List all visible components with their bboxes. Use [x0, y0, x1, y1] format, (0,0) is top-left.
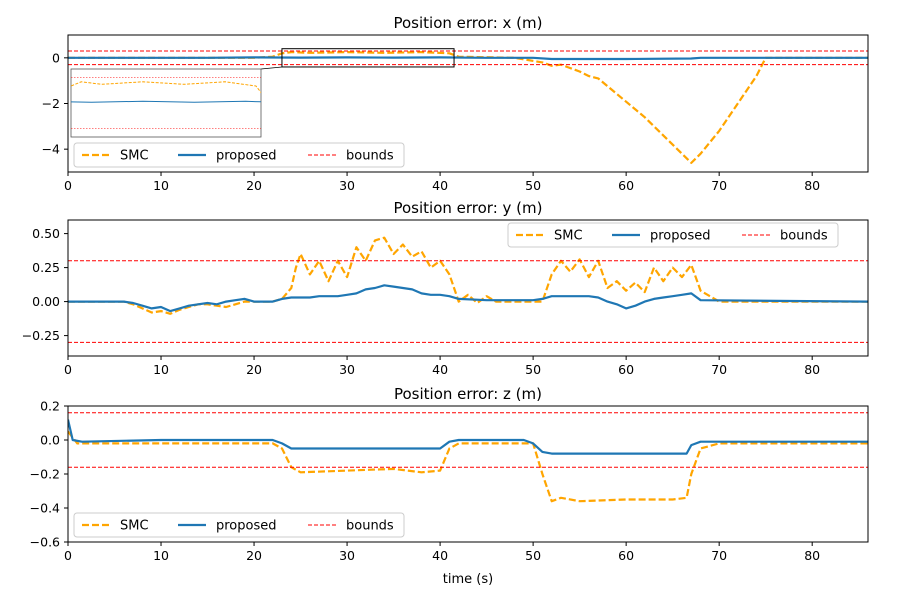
x-tick-label: 40 [432, 548, 448, 563]
zoom-connector-line [260, 66, 282, 70]
panel-z: Position error: z (m) 0 10 20 30 40 50 60 70 80 0.… [30, 385, 869, 563]
legend-label-proposed: proposed [216, 149, 277, 164]
axes-frame-x [67, 34, 869, 173]
panel-x: Position error: x (m) 0 10 20 30 40 50 60 70 80 0 −… [42, 14, 869, 193]
x-tick-label: 50 [525, 178, 541, 193]
x-tick-label: 30 [339, 548, 355, 563]
y-tick-label: −4 [42, 142, 60, 157]
legend-y: SMC proposed bounds [507, 222, 839, 248]
x-tick-label: 40 [432, 178, 448, 193]
axes-frame-y [67, 219, 869, 357]
series-proposed-line-y [68, 284, 868, 313]
x-tick-label: 70 [711, 178, 727, 193]
x-tick-label: 60 [618, 548, 634, 563]
chart-title-z: Position error: z (m) [394, 385, 542, 403]
series-smc-line-z [68, 430, 868, 503]
axes-frame-z [67, 405, 869, 543]
series-proposed-line-z [68, 419, 868, 455]
x-tick-label: 70 [711, 548, 727, 563]
legend-box [73, 142, 405, 168]
legend-label-smc: SMC [120, 519, 149, 534]
y-tick-label: −0.25 [22, 328, 60, 343]
y-tick-label: 0.25 [32, 260, 60, 275]
x-tick-label: 50 [525, 362, 541, 377]
x-tick-label: 40 [432, 362, 448, 377]
legend-label-smc: SMC [554, 229, 583, 244]
x-tick-label: 80 [804, 548, 820, 563]
x-tick-label: 20 [246, 178, 262, 193]
legend-label-smc: SMC [120, 149, 149, 164]
x-tick-label: 60 [618, 178, 634, 193]
plot-area-y [68, 236, 868, 343]
zoom-region-box [281, 48, 455, 68]
x-tick-label: 80 [804, 362, 820, 377]
x-tick-label: 30 [339, 178, 355, 193]
x-tick-label: 60 [618, 362, 634, 377]
legend-label-proposed: proposed [650, 229, 711, 244]
y-tick-label: −2 [42, 96, 60, 111]
x-tick-label: 30 [339, 362, 355, 377]
x-tick-label: 0 [64, 548, 72, 563]
legend-box [73, 512, 405, 538]
legend-label-bounds: bounds [780, 229, 828, 244]
x-tick-label: 10 [153, 178, 169, 193]
series-smc-line-y [68, 236, 868, 315]
plot-area-x [68, 50, 868, 164]
inset-axes [70, 68, 262, 138]
inset-series-smc-line [71, 81, 261, 94]
legend-label-proposed: proposed [216, 519, 277, 534]
x-tick-label: 50 [525, 548, 541, 563]
legend-label-bounds: bounds [346, 519, 394, 534]
y-tick-label: 0.00 [32, 294, 60, 309]
series-smc-line-x [68, 50, 868, 164]
y-tick-label: 0.0 [40, 433, 60, 448]
y-tick-label: −0.6 [30, 535, 60, 550]
panel-y: Position error: y (m) 0 10 20 30 40 50 60 70 80 0.… [22, 199, 869, 377]
x-tick-label: 70 [711, 362, 727, 377]
x-tick-label: 10 [153, 548, 169, 563]
x-axis-label: time (s) [443, 572, 493, 587]
y-tick-label: −0.2 [30, 467, 60, 482]
x-tick-label: 0 [64, 362, 72, 377]
x-tick-label: 80 [804, 178, 820, 193]
series-proposed-line-x [68, 56, 868, 61]
y-tick-label: 0.50 [32, 226, 60, 241]
legend-label-bounds: bounds [346, 149, 394, 164]
x-tick-label: 20 [246, 362, 262, 377]
plot-area-z [68, 412, 868, 503]
chart-title-x: Position error: x (m) [393, 14, 542, 32]
y-tick-label: 0.2 [40, 399, 60, 414]
chart-title-y: Position error: y (m) [393, 199, 542, 217]
inset-plot [71, 77, 261, 129]
legend-x: SMC proposed bounds [73, 142, 405, 168]
y-tick-label: 0 [52, 50, 60, 65]
legend-box [507, 222, 839, 248]
y-tick-label: −0.4 [30, 501, 60, 516]
x-tick-label: 0 [64, 178, 72, 193]
x-tick-label: 10 [153, 362, 169, 377]
x-tick-label: 20 [246, 548, 262, 563]
legend-z: SMC proposed bounds [73, 512, 405, 538]
